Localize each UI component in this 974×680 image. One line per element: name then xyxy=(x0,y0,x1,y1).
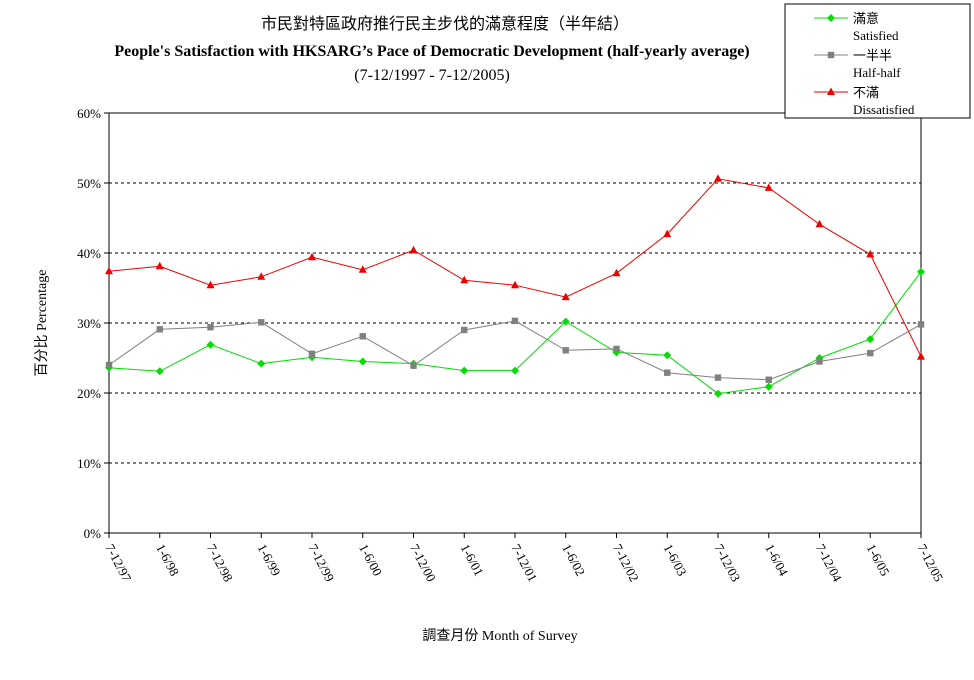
x-tick-label: 1-6/98 xyxy=(153,541,182,578)
data-point-half-half xyxy=(714,374,722,381)
data-point-half-half xyxy=(207,324,214,331)
legend-label-en: Half-half xyxy=(853,65,901,80)
x-tick-label: 1-6/00 xyxy=(356,541,385,578)
data-point-dissatisfied xyxy=(155,261,164,270)
data-point-half-half xyxy=(867,349,874,357)
data-point-half-half xyxy=(258,319,265,326)
data-point-satisfied xyxy=(663,351,672,360)
data-point-half-half xyxy=(664,369,671,376)
y-axis-label: 百分比 Percentage xyxy=(34,270,50,377)
legend: 滿意 Satisfied 一半半 Half-half 不滿 Dissatisfied xyxy=(784,3,971,119)
chart-title-zh: 市民對特區政府推行民主步伐的滿意程度（半年結） xyxy=(261,14,629,33)
data-point-half-half xyxy=(156,326,163,333)
x-tick-label: 7-12/03 xyxy=(711,541,743,584)
data-point-half-half xyxy=(461,326,468,334)
data-point-half-half xyxy=(562,347,569,354)
data-point-satisfied xyxy=(866,335,875,344)
y-tick-label: 50% xyxy=(77,176,101,191)
data-point-half-half xyxy=(308,350,316,357)
data-point-satisfied xyxy=(155,367,164,376)
chart-title-en: People's Satisfaction with HKSARG’s Pace… xyxy=(114,43,749,60)
data-point-dissatisfied xyxy=(206,280,215,289)
data-point-satisfied xyxy=(714,389,722,398)
data-point-half-half xyxy=(816,358,823,365)
legend-label-en: Satisfied xyxy=(853,28,899,43)
x-tick-label: 7-12/00 xyxy=(407,541,439,584)
data-point-half-half xyxy=(359,333,366,340)
data-point-half-half xyxy=(105,361,113,369)
data-point-satisfied xyxy=(561,317,570,326)
data-point-dissatisfied xyxy=(308,252,316,261)
data-point-dissatisfied xyxy=(105,266,113,275)
data-point-dissatisfied xyxy=(612,268,621,277)
x-tick-label: 7-12/02 xyxy=(610,541,642,584)
data-point-satisfied xyxy=(511,366,519,375)
legend-entry-dissatisfied: 不滿 Dissatisfied xyxy=(814,85,915,117)
x-tick-label: 7-12/97 xyxy=(102,541,134,584)
data-point-satisfied xyxy=(460,366,469,375)
series-half-half xyxy=(105,317,925,383)
y-tick-label: 20% xyxy=(77,386,101,401)
y-tick-label: 10% xyxy=(77,456,101,471)
series-dissatisfied xyxy=(105,174,925,360)
legend-label-zh: 不滿 xyxy=(853,85,879,100)
data-point-dissatisfied xyxy=(257,272,266,280)
data-point-dissatisfied xyxy=(815,219,824,228)
x-tick-label: 1-6/04 xyxy=(762,541,791,578)
x-axis-label: 調查月份 Month of Survey xyxy=(422,628,577,644)
data-point-satisfied xyxy=(917,267,925,276)
legend-entry-satisfied: 滿意 Satisfied xyxy=(814,11,899,43)
x-tick-label: 1-6/01 xyxy=(458,541,487,578)
data-point-dissatisfied xyxy=(714,174,722,182)
legend-entry-half-half: 一半半 Half-half xyxy=(814,48,901,80)
x-tick-label: 1-6/02 xyxy=(559,541,588,578)
y-tick-label: 30% xyxy=(77,316,101,331)
x-tick-label: 7-12/04 xyxy=(813,541,845,584)
data-point-dissatisfied xyxy=(409,245,418,254)
chart-subtitle: (7-12/1997 - 7-12/2005) xyxy=(354,67,510,84)
data-point-dissatisfied xyxy=(866,249,875,258)
legend-marker xyxy=(827,51,835,59)
legend-marker xyxy=(827,14,835,22)
legend-label-zh: 滿意 xyxy=(853,11,879,26)
legend-marker xyxy=(827,87,835,95)
y-tick-label: 60% xyxy=(77,106,101,121)
y-tick-label: 40% xyxy=(77,246,101,261)
data-point-dissatisfied xyxy=(917,352,925,360)
data-point-dissatisfied xyxy=(561,292,570,301)
data-point-satisfied xyxy=(257,359,266,368)
data-point-dissatisfied xyxy=(764,183,773,191)
y-tick-label: 0% xyxy=(84,526,102,541)
data-point-dissatisfied xyxy=(511,280,519,289)
legend-label-en: Dissatisfied xyxy=(853,102,915,117)
data-point-half-half xyxy=(410,362,417,369)
data-point-dissatisfied xyxy=(358,265,367,273)
x-tick-label: 1-6/05 xyxy=(864,541,893,578)
series-line-satisfied xyxy=(108,271,922,395)
data-point-half-half xyxy=(613,345,620,353)
data-point-half-half xyxy=(511,317,519,325)
data-point-satisfied xyxy=(358,357,367,366)
legend-label-zh: 一半半 xyxy=(853,48,892,63)
data-point-satisfied xyxy=(764,382,773,391)
data-point-half-half xyxy=(765,376,772,383)
series-line-dissatisfied xyxy=(108,178,922,357)
x-tick-label: 7-12/98 xyxy=(204,541,236,584)
data-point-half-half xyxy=(917,321,925,328)
x-tick-label: 1-6/99 xyxy=(255,541,284,578)
x-tick-label: 7-12/05 xyxy=(914,541,946,584)
x-tick-label: 7-12/01 xyxy=(508,541,540,584)
x-tick-label: 1-6/03 xyxy=(661,541,690,578)
data-point-dissatisfied xyxy=(460,275,469,284)
data-point-satisfied xyxy=(206,340,215,349)
legend-box xyxy=(784,3,971,119)
x-tick-label: 7-12/99 xyxy=(305,541,337,584)
data-point-dissatisfied xyxy=(663,229,672,238)
